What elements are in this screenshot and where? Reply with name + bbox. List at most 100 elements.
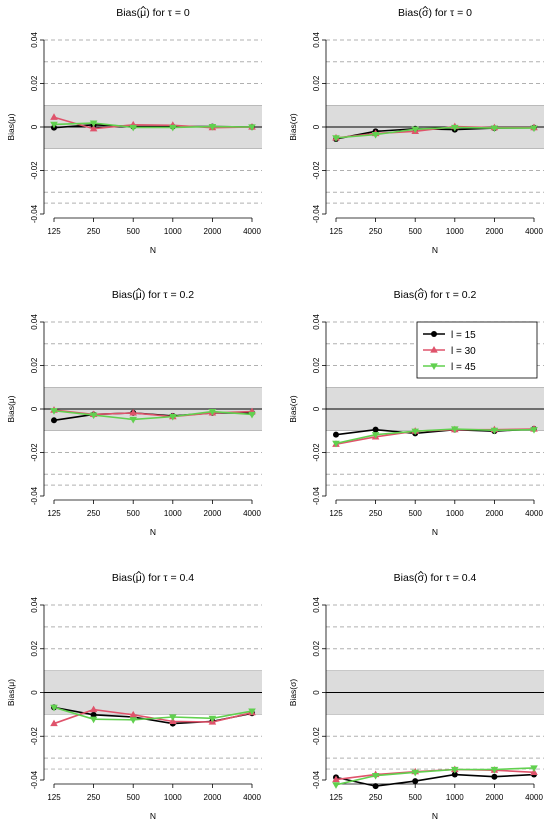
y-tick-label: -0.02 xyxy=(312,727,321,746)
legend-marker xyxy=(431,331,437,337)
y-tick-label: 0 xyxy=(312,690,321,695)
y-tick-label: -0.04 xyxy=(312,770,321,789)
y-tick-label: 0.02 xyxy=(30,357,39,373)
x-tick-label: 125 xyxy=(329,793,343,802)
x-tick-label: 4000 xyxy=(525,509,543,518)
x-tick-label: 250 xyxy=(87,793,101,802)
data-point xyxy=(50,113,58,120)
y-axis-label: Bias(σ) xyxy=(288,113,298,141)
y-tick-label: 0.04 xyxy=(312,597,321,613)
y-axis-label: Bias(σ) xyxy=(288,395,298,423)
data-point xyxy=(491,773,498,780)
x-tick-label: 2000 xyxy=(204,793,222,802)
data-point xyxy=(129,408,137,416)
title-symbol: μ xyxy=(140,7,146,19)
data-point xyxy=(451,771,458,778)
x-tick-label: 1000 xyxy=(164,509,182,518)
y-tick-label: 0.02 xyxy=(30,640,39,656)
x-tick-label: 250 xyxy=(87,227,101,236)
x-tick-label: 1000 xyxy=(446,509,464,518)
y-tick-label: 0.02 xyxy=(312,75,321,91)
x-axis-label: N xyxy=(432,527,438,537)
title-symbol: σ xyxy=(422,7,429,19)
y-tick-label: 0.02 xyxy=(312,640,321,656)
y-tick-label: -0.02 xyxy=(30,443,39,462)
data-point xyxy=(371,773,380,780)
data-point xyxy=(372,783,379,790)
data-point xyxy=(412,778,419,785)
data-point xyxy=(332,440,340,448)
panel-4: -0.04 -0.02 0 0.02 0.04 125 250 500 1000 2000 4000… xyxy=(288,287,544,537)
series-line xyxy=(53,122,253,129)
data-point xyxy=(50,121,58,129)
legend: l = 15 l = 30 l = 45 xyxy=(416,321,538,379)
legend-marker xyxy=(430,363,438,370)
y-tick-label: 0 xyxy=(30,690,39,695)
y-tick-label: -0.02 xyxy=(30,161,39,180)
x-tick-label: 2000 xyxy=(486,227,504,236)
y-tick-label: 0 xyxy=(30,124,39,129)
y-axis-label: Bias(μ) xyxy=(6,679,16,706)
data-point xyxy=(129,416,137,424)
data-point xyxy=(50,719,58,727)
y-tick-label: 0.04 xyxy=(30,314,39,330)
panel-title: Bias(μ) for τ = 0.2 xyxy=(112,289,194,301)
y-tick-label: -0.02 xyxy=(312,161,321,180)
series-line xyxy=(335,126,534,139)
x-tick-label: 125 xyxy=(47,509,61,518)
legend-marker xyxy=(430,346,438,353)
data-point xyxy=(332,782,340,789)
y-tick-label: -0.04 xyxy=(30,770,39,789)
legend-label: l = 30 xyxy=(451,346,476,357)
data-point xyxy=(411,126,419,134)
x-tick-label: 125 xyxy=(329,509,343,518)
x-tick-label: 4000 xyxy=(243,509,261,518)
x-tick-label: 1000 xyxy=(446,793,464,802)
y-tick-label: 0.04 xyxy=(30,597,39,613)
x-tick-label: 1000 xyxy=(164,793,182,802)
x-tick-label: 250 xyxy=(369,793,383,802)
series-line xyxy=(335,767,535,786)
x-axis-label: N xyxy=(150,527,156,537)
data-point xyxy=(129,124,137,132)
x-tick-label: 4000 xyxy=(243,793,261,802)
data-point xyxy=(371,132,380,139)
y-tick-label: -0.04 xyxy=(312,204,321,223)
panel-title: Bias(μ) for τ = 0.4 xyxy=(112,572,194,584)
y-axis-label: Bias(μ) xyxy=(6,113,16,140)
data-point xyxy=(332,135,340,142)
series-line xyxy=(335,773,535,787)
data-point xyxy=(169,714,177,721)
x-tick-label: 250 xyxy=(369,509,383,518)
x-tick-label: 125 xyxy=(47,793,61,802)
series-line xyxy=(53,116,253,130)
data-point xyxy=(451,766,459,774)
x-axis-label: N xyxy=(150,811,156,821)
data-point xyxy=(51,417,57,424)
x-tick-label: 500 xyxy=(127,793,141,802)
x-tick-label: 2000 xyxy=(204,227,222,236)
hat-icon xyxy=(136,287,142,292)
x-tick-label: 250 xyxy=(87,509,101,518)
y-tick-label: 0 xyxy=(312,406,321,411)
data-point xyxy=(169,124,177,132)
x-axis-label: N xyxy=(432,245,438,255)
data-point xyxy=(208,123,217,131)
x-axis-label: N xyxy=(432,811,438,821)
legend-box xyxy=(416,321,538,379)
data-point xyxy=(248,411,256,419)
y-axis-label: Bias(μ) xyxy=(6,395,16,422)
hat-icon xyxy=(418,287,424,292)
data-point xyxy=(208,715,217,723)
x-tick-label: 125 xyxy=(329,227,343,236)
x-tick-label: 4000 xyxy=(243,227,261,236)
x-tick-label: 1000 xyxy=(164,227,182,236)
title-symbol: μ xyxy=(136,289,142,301)
series-line xyxy=(53,409,253,421)
title-symbol: σ xyxy=(418,289,425,301)
data-point xyxy=(90,711,97,718)
panel-2: -0.04 -0.02 0 0.02 0.04 125 250 500 1000 2000 4000… xyxy=(288,5,544,255)
series-line xyxy=(335,428,535,445)
data-point xyxy=(50,408,58,415)
data-point xyxy=(248,124,256,131)
